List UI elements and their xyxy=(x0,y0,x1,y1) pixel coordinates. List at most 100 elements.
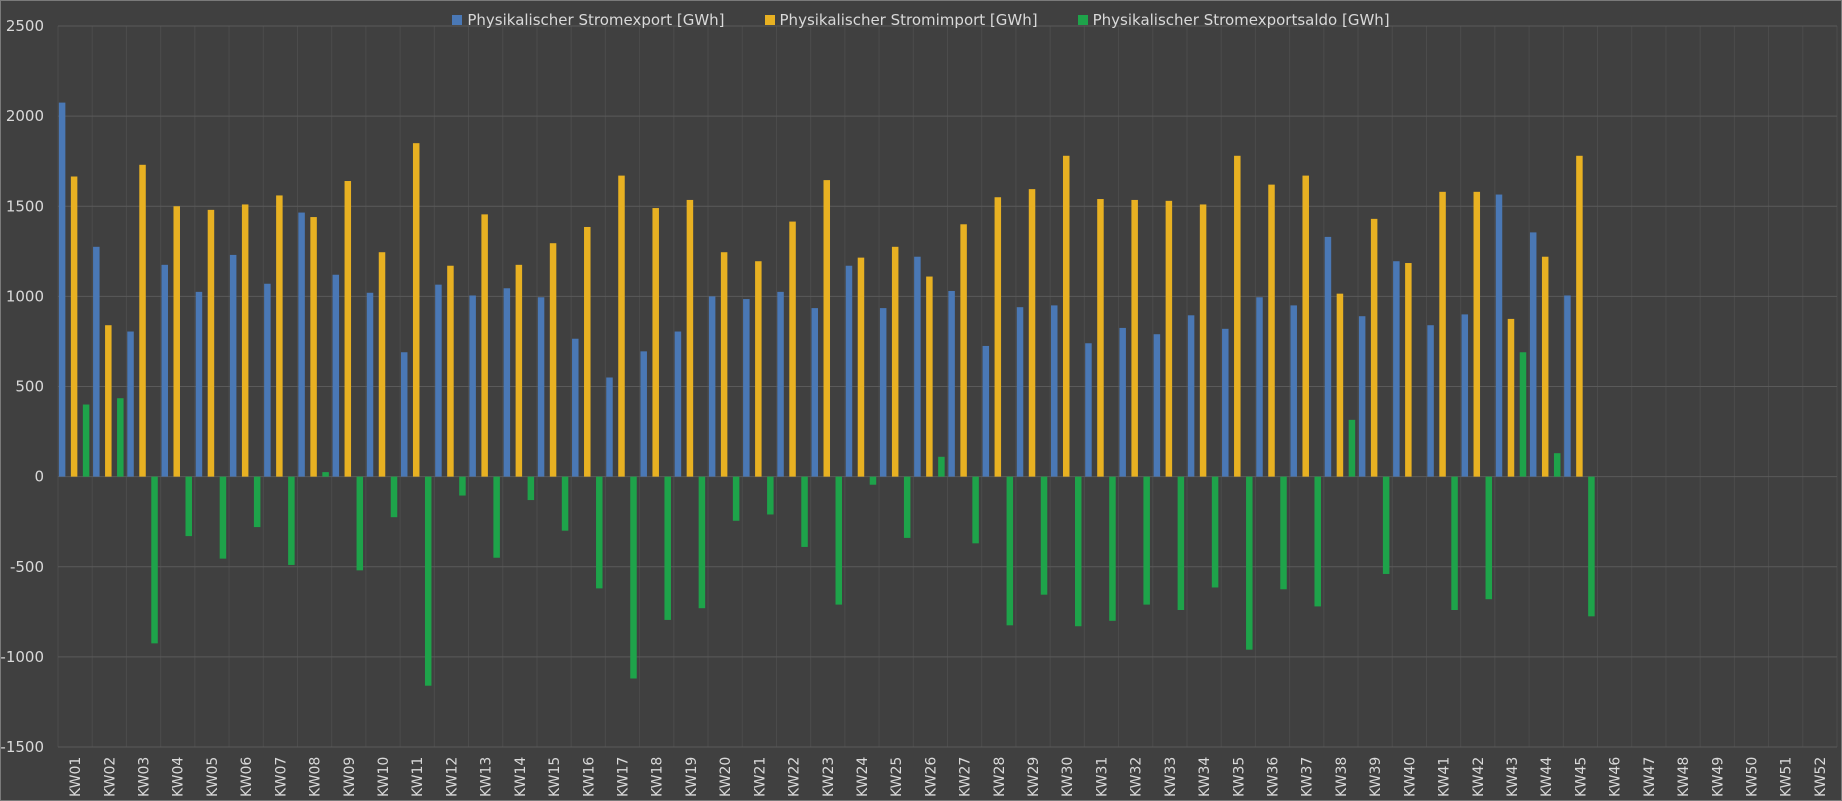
bar-kw37-s0 xyxy=(1290,305,1297,477)
x-tick-label: KW28 xyxy=(992,757,1008,797)
bar-kw27-s2 xyxy=(972,476,979,544)
x-tick-label: KW07 xyxy=(273,757,289,797)
bar-kw41-s0 xyxy=(1427,325,1434,477)
bar-kw34-s1 xyxy=(1199,204,1207,477)
bar-kw28-s1 xyxy=(994,197,1002,477)
y-tick-label: 500 xyxy=(15,378,44,396)
bar-kw36-s2 xyxy=(1280,476,1287,590)
bar-kw24-s0 xyxy=(845,265,853,477)
bar-kw26-s2 xyxy=(938,456,945,477)
bar-kw45-s0 xyxy=(1564,295,1571,477)
x-tick-label: KW36 xyxy=(1266,757,1282,797)
bar-kw22-s1 xyxy=(789,221,796,477)
bar-kw27-s1 xyxy=(960,224,967,477)
bar-kw12-s1 xyxy=(447,265,454,477)
bar-kw01-s0 xyxy=(58,102,66,477)
bar-kw11-s0 xyxy=(400,352,408,477)
x-tick-label: KW49 xyxy=(1710,757,1726,797)
bar-kw04-s1 xyxy=(173,206,180,477)
legend-label-saldo: Physikalischer Stromexportsaldo [GWh] xyxy=(1092,11,1390,29)
x-tick-label: KW14 xyxy=(513,757,529,797)
bar-kw31-s1 xyxy=(1097,199,1104,477)
bar-kw24-s2 xyxy=(869,476,877,485)
bar-kw06-s1 xyxy=(241,204,249,477)
x-tick-label: KW01 xyxy=(68,757,84,797)
bar-kw43-s1 xyxy=(1507,318,1515,477)
y-tick-label: 0 xyxy=(34,468,44,486)
bar-kw06-s2 xyxy=(253,476,261,528)
bar-kw38-s0 xyxy=(1324,236,1332,477)
bar-kw40-s0 xyxy=(1393,261,1400,477)
bar-kw04-s2 xyxy=(185,476,192,537)
bar-kw45-s1 xyxy=(1576,155,1583,477)
y-tick-label: -1500 xyxy=(1,738,44,756)
bar-kw39-s2 xyxy=(1382,476,1390,574)
x-tick-label: KW12 xyxy=(444,757,460,797)
legend-swatch-import xyxy=(764,15,775,25)
x-tick-label: KW38 xyxy=(1334,757,1350,797)
legend-item-export: Physikalischer Stromexport [GWh] xyxy=(452,11,725,29)
bar-kw13-s2 xyxy=(493,476,500,558)
x-tick-label: KW50 xyxy=(1744,757,1760,797)
x-tick-label: KW40 xyxy=(1402,757,1418,797)
bar-kw16-s2 xyxy=(596,476,603,589)
bar-kw29-s0 xyxy=(1016,307,1024,477)
bar-kw33-s0 xyxy=(1153,334,1161,477)
bar-kw29-s2 xyxy=(1040,476,1048,595)
bar-kw02-s1 xyxy=(105,325,112,477)
bar-kw39-s1 xyxy=(1370,218,1378,477)
x-tick-label: KW04 xyxy=(171,757,187,797)
bar-kw17-s0 xyxy=(606,377,613,477)
x-tick-label: KW05 xyxy=(205,757,221,797)
bar-kw14-s2 xyxy=(527,476,535,501)
bar-kw14-s1 xyxy=(515,264,523,477)
bar-kw38-s2 xyxy=(1348,419,1356,477)
bar-kw43-s0 xyxy=(1495,194,1503,477)
legend-swatch-saldo xyxy=(1077,15,1088,25)
bar-kw44-s1 xyxy=(1541,256,1549,477)
bar-kw13-s0 xyxy=(469,295,476,477)
x-tick-label: KW08 xyxy=(308,757,324,797)
x-tick-label: KW44 xyxy=(1539,757,1555,797)
bar-kw37-s1 xyxy=(1302,175,1309,477)
bar-kw24-s1 xyxy=(857,257,865,477)
x-tick-label: KW51 xyxy=(1779,757,1795,797)
bar-kw07-s2 xyxy=(288,476,295,565)
bar-kw30-s0 xyxy=(1050,305,1058,477)
bar-kw33-s1 xyxy=(1165,200,1173,477)
bar-kw13-s1 xyxy=(481,214,488,477)
bar-kw44-s0 xyxy=(1529,232,1537,477)
bar-kw30-s1 xyxy=(1062,155,1070,477)
bar-kw26-s0 xyxy=(914,256,921,477)
x-tick-label: KW09 xyxy=(342,757,358,797)
x-tick-label: KW32 xyxy=(1129,757,1145,797)
x-tick-label: KW18 xyxy=(650,757,666,797)
bar-kw22-s0 xyxy=(777,291,784,477)
x-tick-label: KW46 xyxy=(1608,757,1624,797)
chart-legend: Physikalischer Stromexport [GWh] Physika… xyxy=(1,11,1841,29)
bar-kw19-s0 xyxy=(674,331,682,477)
bar-kw23-s0 xyxy=(811,308,819,477)
bar-kw19-s1 xyxy=(686,199,694,477)
x-tick-label: KW15 xyxy=(547,757,563,797)
x-tick-label: KW41 xyxy=(1437,757,1453,797)
bar-kw20-s2 xyxy=(732,476,740,521)
bar-kw29-s1 xyxy=(1028,189,1036,477)
bar-kw25-s1 xyxy=(891,246,899,477)
bar-kw33-s2 xyxy=(1177,476,1185,611)
bar-kw02-s2 xyxy=(117,398,124,477)
x-tick-label: KW30 xyxy=(1060,757,1076,797)
x-tick-label: KW20 xyxy=(718,757,734,797)
bar-kw41-s2 xyxy=(1451,476,1458,611)
x-tick-label: KW52 xyxy=(1813,757,1829,797)
bar-kw10-s0 xyxy=(366,292,374,477)
bar-kw26-s1 xyxy=(926,276,933,477)
bar-kw08-s1 xyxy=(310,217,317,477)
bar-kw19-s2 xyxy=(698,476,706,609)
bar-kw18-s2 xyxy=(664,476,671,620)
x-tick-label: KW25 xyxy=(889,757,905,797)
x-tick-label: KW02 xyxy=(102,757,118,797)
x-tick-label: KW03 xyxy=(137,757,153,797)
bar-kw45-s2 xyxy=(1588,476,1595,617)
